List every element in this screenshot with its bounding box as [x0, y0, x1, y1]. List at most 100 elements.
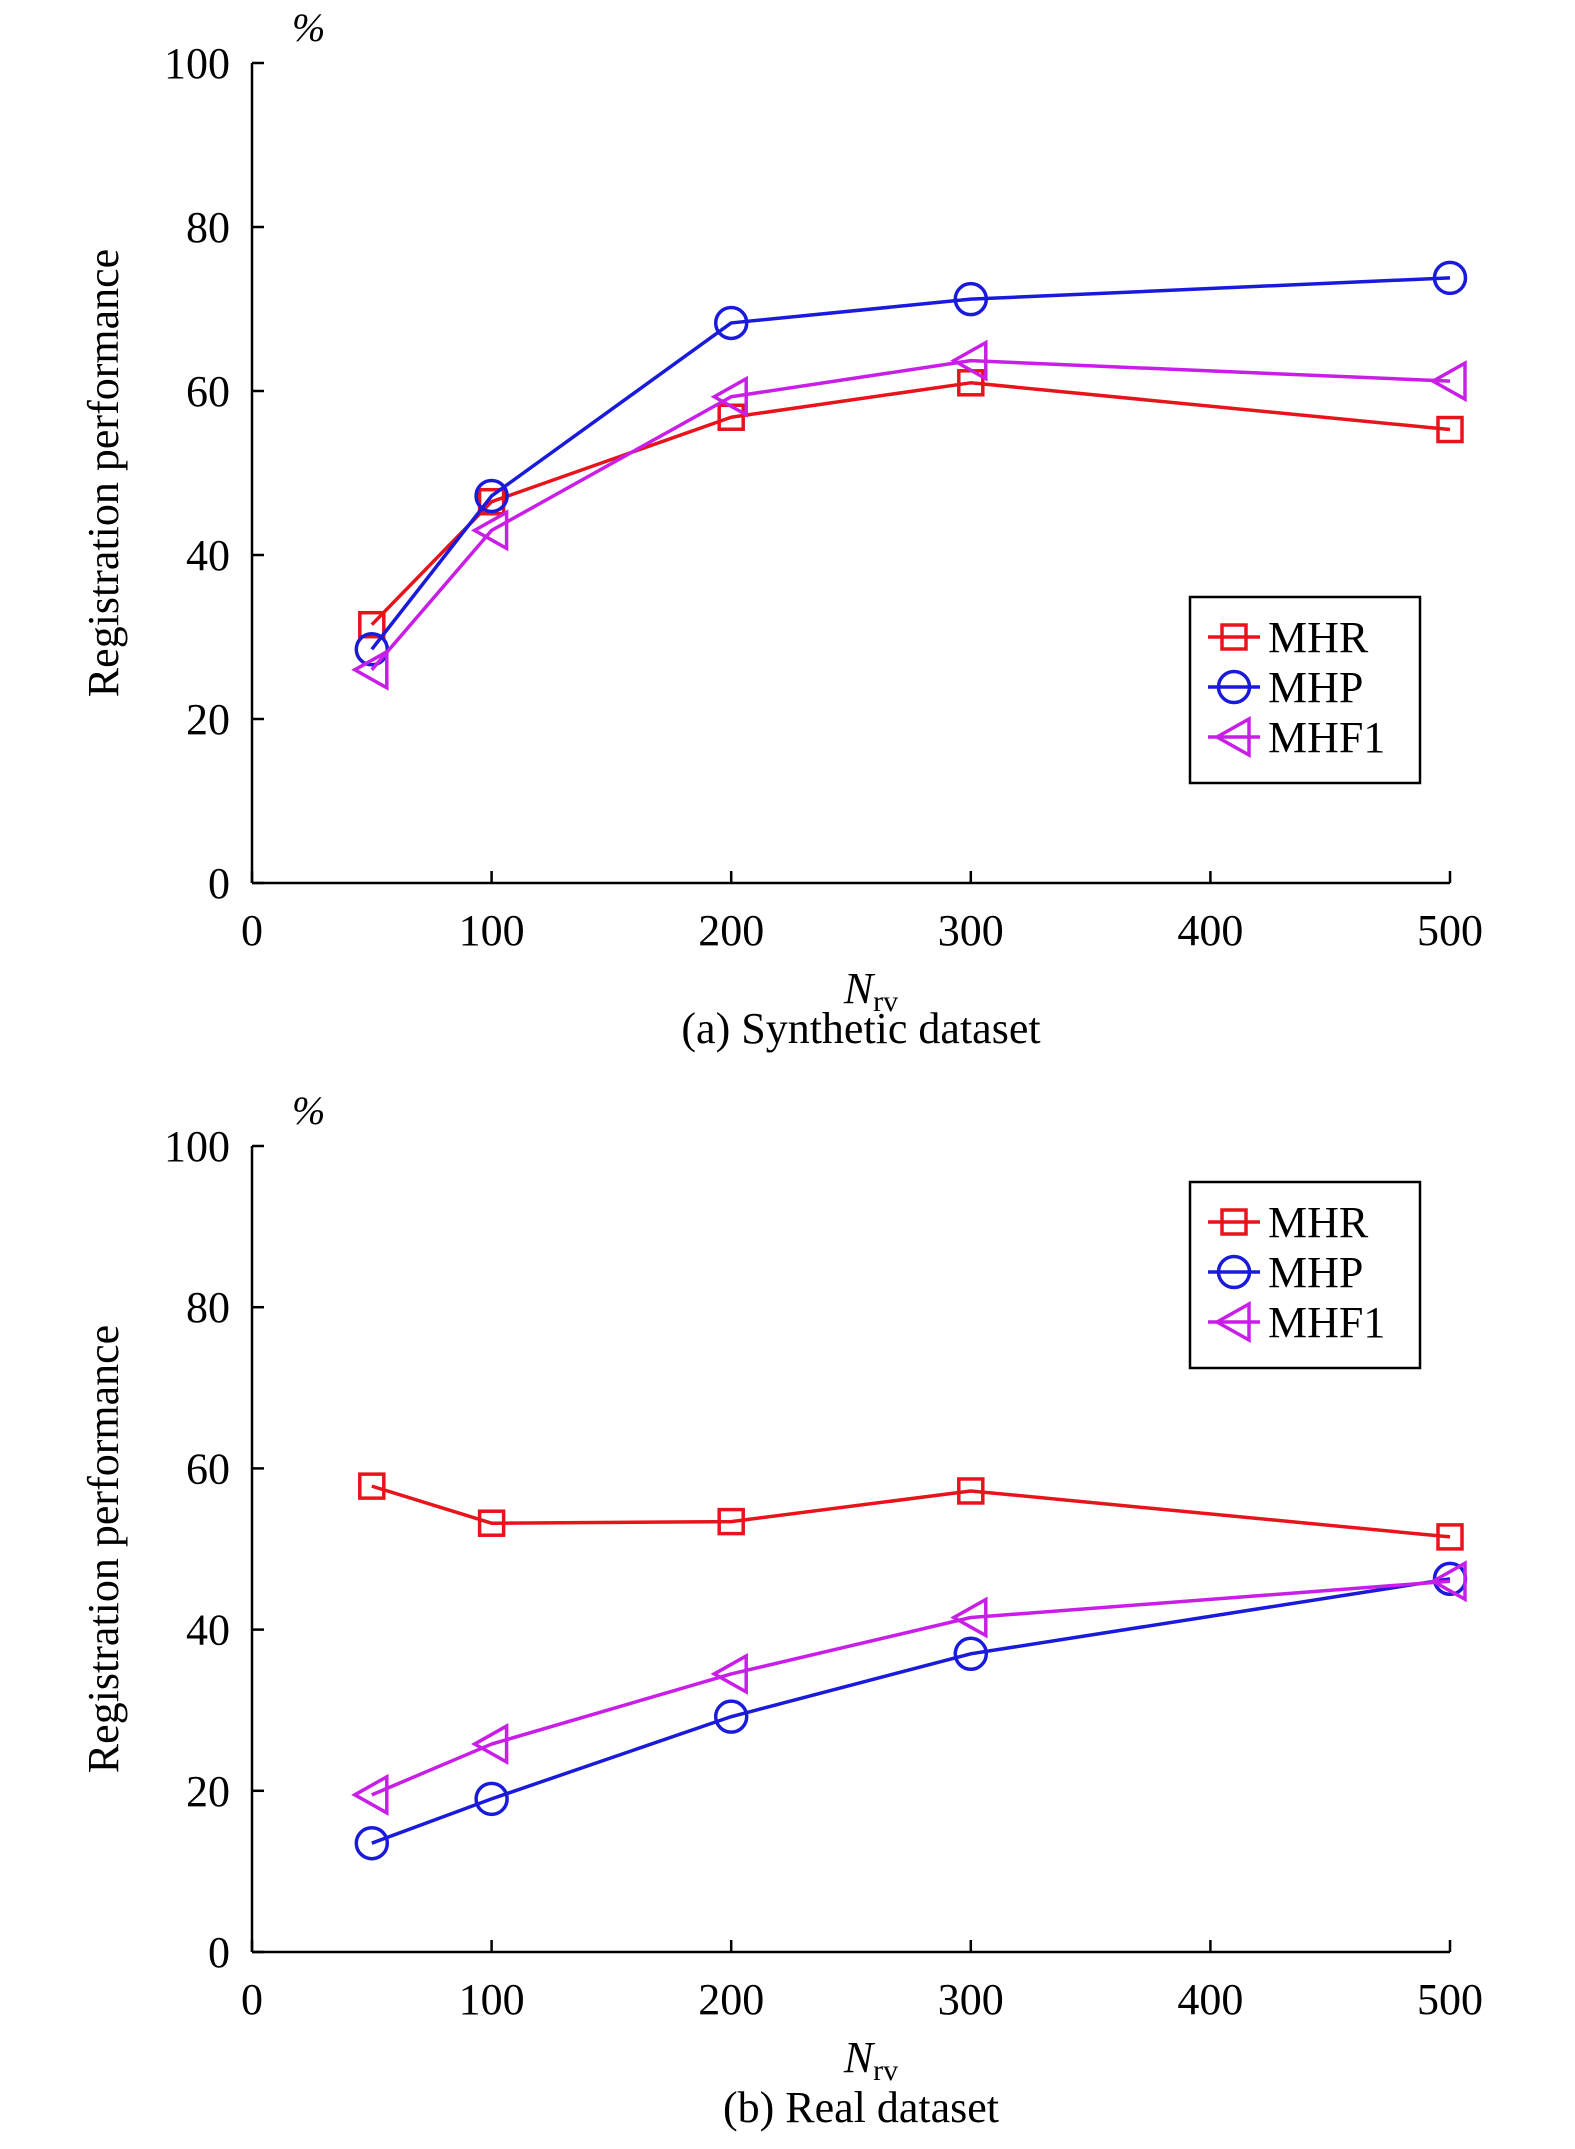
y-tick-label: 40 [186, 531, 230, 580]
y-unit-label: % [292, 1088, 325, 1133]
series-line-mhp [370, 276, 1451, 651]
series-line-mhf1 [370, 358, 1451, 671]
chart-caption: (a) Synthetic dataset [681, 1004, 1040, 1053]
y-tick-label: 40 [186, 1606, 230, 1655]
data-point-mhf1 [471, 1723, 509, 1766]
legend-marker-mhr [1220, 1208, 1248, 1236]
y-tick-label: 100 [164, 39, 230, 88]
x-tick-label: 0 [241, 1975, 263, 2024]
x-tick-label: 300 [938, 906, 1004, 955]
data-point-mhp [1432, 260, 1468, 296]
axes: 0 20 40 60 80 100 0 100 200 300 400 500 [164, 1122, 1483, 2024]
series-mhf1 [351, 1560, 1467, 1816]
series-line-mhr [370, 381, 1451, 626]
x-tick-label: 200 [698, 906, 764, 955]
legend-box [1188, 595, 1422, 785]
legend-marker-mhp [1216, 669, 1252, 705]
data-point-mhp [474, 478, 509, 514]
axes: 0 20 40 60 80 100 0 100 200 300 400 500 [164, 39, 1483, 955]
chart-panel-real: 0 20 40 60 80 100 0 100 200 300 400 500% Registratio… [79, 1088, 1483, 2132]
y-axis-label: Registration performance [79, 1325, 128, 1773]
legend-marker-mhp [1216, 1254, 1252, 1290]
chart-caption: (b) Real dataset [723, 2083, 999, 2132]
series-mhr [358, 1472, 1464, 1551]
x-tick-label: 100 [459, 906, 525, 955]
series-line-mhp [371, 1577, 1451, 1845]
legend-item-mhf1: MHF1 [1208, 1298, 1385, 1347]
x-tick-label: 500 [1417, 906, 1483, 955]
legend-item-mhp: MHP [1208, 1248, 1363, 1297]
x-axis-label: Nrv [843, 2033, 898, 2087]
legend-item-mhr: MHR [1208, 613, 1369, 662]
data-point-mhp [354, 1825, 390, 1861]
legend-label: MHR [1268, 1198, 1369, 1247]
x-axis-label: Nrv [843, 964, 898, 1018]
data-point-mhr [957, 1477, 985, 1505]
data-point-mhf1 [950, 1596, 988, 1639]
data-point-mhr [1436, 415, 1464, 444]
x-tick-label: 200 [698, 1975, 764, 2024]
data-point-mhf1 [1429, 360, 1467, 403]
legend-marker-mhf1 [1213, 716, 1251, 758]
y-tick-label: 0 [208, 1928, 230, 1977]
x-tick-label: 500 [1417, 1975, 1483, 2024]
data-point-mhp [713, 1699, 749, 1734]
series-line-mhr [371, 1484, 1451, 1539]
y-tick-label: 60 [186, 367, 230, 416]
series-mhp [354, 260, 1468, 667]
y-tick-label: 20 [186, 695, 230, 744]
data-point-mhp [474, 1781, 509, 1817]
legend-marker-mhr [1220, 623, 1248, 651]
legend-label: MHR [1268, 613, 1369, 662]
x-tick-label: 0 [241, 906, 263, 955]
data-point-mhr [358, 1472, 386, 1500]
series-line-mhf1 [371, 1579, 1451, 1797]
data-point-mhf1 [471, 509, 509, 552]
data-point-mhp [953, 1636, 989, 1672]
data-point-mhr [717, 1507, 745, 1536]
x-axis-label-subscript: rv [873, 985, 898, 1018]
legend-box [1188, 1180, 1422, 1370]
y-tick-label: 0 [208, 859, 230, 908]
y-tick-label: 60 [186, 1444, 230, 1493]
data-point-mhr [358, 610, 386, 639]
legend-item-mhf1: MHF1 [1208, 713, 1385, 762]
data-point-mhf1 [710, 1652, 748, 1695]
y-unit-label: % [292, 5, 325, 50]
y-tick-label: 20 [186, 1767, 230, 1816]
y-tick-label: 80 [186, 203, 230, 252]
data-point-mhf1 [950, 339, 988, 382]
x-tick-label: 100 [459, 1975, 525, 2024]
x-axis-label-main: N [843, 2033, 876, 2082]
legend-label: MHF1 [1268, 713, 1385, 762]
data-point-mhf1 [351, 1773, 389, 1816]
series-mhf1 [351, 339, 1467, 691]
legend-label: MHF1 [1268, 1298, 1385, 1347]
legend-label: MHP [1268, 663, 1363, 712]
chart-panel-synthetic: 0 20 40 60 80 100 0 100 200 300 400 500% Registratio… [79, 5, 1483, 1053]
x-tick-label: 400 [1177, 906, 1243, 955]
series-mhp [354, 1561, 1468, 1861]
data-point-mhf1 [710, 375, 748, 418]
data-point-mhp [713, 305, 749, 341]
x-axis-label-main: N [843, 964, 876, 1013]
data-point-mhp [953, 281, 989, 317]
x-tick-label: 300 [938, 1975, 1004, 2024]
legend-item-mhr: MHR [1208, 1198, 1369, 1247]
legend-marker-mhf1 [1213, 1301, 1251, 1343]
data-point-mhr [477, 487, 506, 516]
x-tick-label: 400 [1177, 1975, 1243, 2024]
y-tick-label: 80 [186, 1283, 230, 1332]
y-axis-label: Registration performance [79, 249, 128, 697]
data-point-mhf1 [1429, 1560, 1467, 1603]
data-point-mhf1 [351, 648, 389, 691]
y-tick-label: 100 [164, 1122, 230, 1171]
legend-label: MHP [1268, 1248, 1363, 1297]
data-point-mhr [1436, 1523, 1464, 1551]
data-point-mhr [477, 1509, 506, 1537]
legend-item-mhp: MHP [1208, 663, 1363, 712]
x-axis-label-subscript: rv [873, 2054, 898, 2087]
